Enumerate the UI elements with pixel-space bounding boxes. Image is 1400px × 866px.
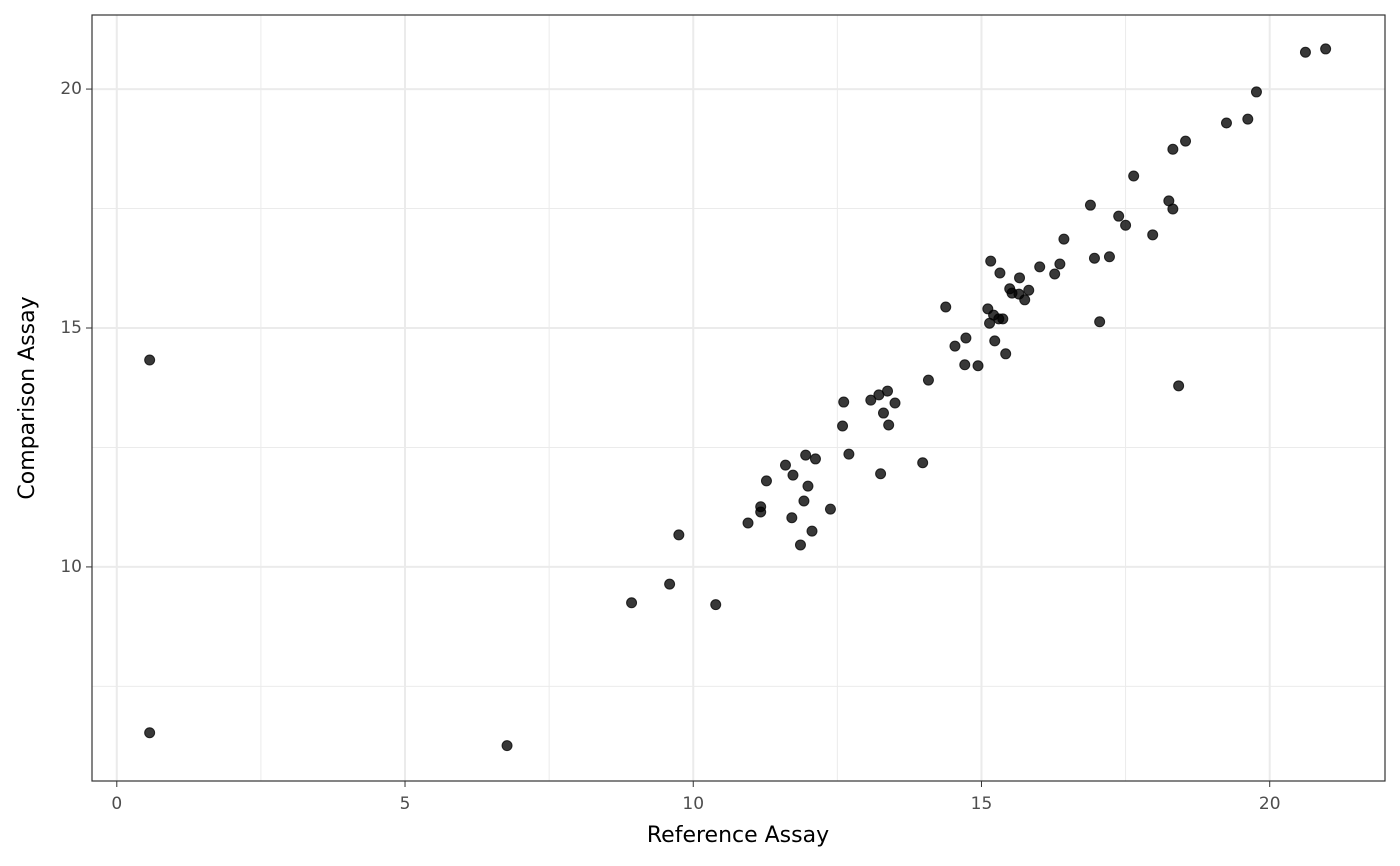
y-tick-label: 10 xyxy=(60,557,82,577)
point xyxy=(806,525,818,537)
point xyxy=(1220,117,1232,129)
point xyxy=(742,517,754,529)
point xyxy=(787,469,799,481)
x-tick-label: 10 xyxy=(682,794,704,814)
x-axis-title: Reference Assay xyxy=(647,823,829,848)
point xyxy=(865,394,877,406)
point xyxy=(501,740,513,752)
point xyxy=(1058,233,1070,245)
point xyxy=(1242,113,1254,125)
point xyxy=(755,506,767,518)
point xyxy=(875,468,887,480)
point xyxy=(802,480,814,492)
point xyxy=(960,332,972,344)
point xyxy=(1034,261,1046,273)
point xyxy=(794,539,806,551)
point xyxy=(1019,294,1031,306)
point xyxy=(664,578,676,590)
point xyxy=(1088,252,1100,264)
x-tick-label: 5 xyxy=(400,794,411,814)
y-tick-label: 15 xyxy=(60,318,82,338)
point xyxy=(994,267,1006,279)
point xyxy=(144,727,156,739)
plot-border xyxy=(91,14,1386,782)
point xyxy=(989,335,1001,347)
point xyxy=(779,459,791,471)
x-tick-label: 0 xyxy=(111,794,122,814)
y-tick-label: 20 xyxy=(60,79,82,99)
point xyxy=(838,396,850,408)
point xyxy=(1094,316,1106,328)
x-tick-label: 15 xyxy=(971,794,993,814)
point xyxy=(837,420,849,432)
point xyxy=(883,419,895,431)
point xyxy=(1180,135,1192,147)
point xyxy=(985,255,997,267)
point xyxy=(889,397,901,409)
point xyxy=(997,313,1009,325)
point xyxy=(824,503,836,515)
point xyxy=(940,301,952,313)
point xyxy=(673,529,685,541)
point xyxy=(800,449,812,461)
point xyxy=(1299,46,1311,58)
point xyxy=(1320,43,1332,55)
point xyxy=(843,448,855,460)
point xyxy=(1250,86,1262,98)
point xyxy=(798,495,810,507)
point xyxy=(786,512,798,524)
point xyxy=(1049,268,1061,280)
point xyxy=(144,354,156,366)
point xyxy=(1000,348,1012,360)
point xyxy=(922,374,934,386)
point xyxy=(877,407,889,419)
point xyxy=(882,385,894,397)
point xyxy=(1173,380,1185,392)
point xyxy=(710,599,722,611)
point xyxy=(1084,199,1096,211)
point xyxy=(1147,229,1159,241)
point xyxy=(972,360,984,372)
point xyxy=(1120,219,1132,231)
point xyxy=(959,359,971,371)
point xyxy=(917,457,929,469)
point xyxy=(760,475,772,487)
point xyxy=(1054,258,1066,270)
point xyxy=(1167,143,1179,155)
point xyxy=(1128,170,1140,182)
point xyxy=(1023,284,1035,296)
point xyxy=(1167,203,1179,215)
point xyxy=(1103,251,1115,263)
x-tick-label: 20 xyxy=(1259,794,1281,814)
point xyxy=(1113,210,1125,222)
point xyxy=(1014,272,1026,284)
point xyxy=(809,453,821,465)
point xyxy=(626,597,638,609)
y-axis-title: Comparison Assay xyxy=(15,296,40,499)
point xyxy=(949,340,961,352)
